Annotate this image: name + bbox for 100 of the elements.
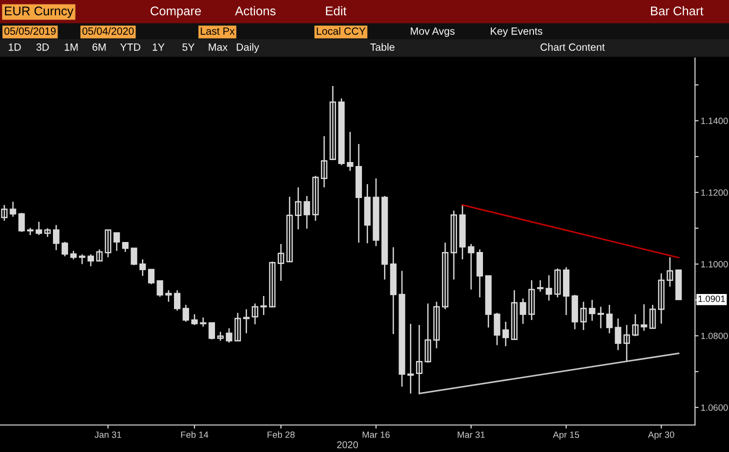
candlestick [208,322,216,340]
candlestick [675,268,682,301]
text: Chart Content [540,43,605,51]
x-tick-label: Apr 15 [552,432,580,440]
candlestick [562,266,570,316]
candlestick [243,308,250,334]
candlestick [442,242,448,310]
text: 05/04/2020 [82,27,134,35]
candlestick [36,221,42,236]
candlestick [148,268,154,285]
candlestick [476,248,483,298]
candlestick [88,254,94,267]
candlestick [537,280,544,292]
candlestick [658,272,665,324]
candlestick [226,328,232,344]
text: 1Y [152,44,165,51]
candlestick [78,254,86,265]
text: 05/05/2019 [4,27,56,35]
y-tick-label: 1.0600 [701,404,728,411]
candlestick [580,301,587,331]
text: Daily [236,43,260,53]
text: 1M [64,44,78,51]
x-tick-label: Apr 30 [648,431,674,440]
candlestick [468,243,474,290]
candlestick [27,227,34,236]
text: 1.0901 [698,296,725,302]
candlestick [520,298,526,325]
candlestick [52,224,60,251]
candlestick [640,304,648,332]
candlestick [156,280,164,298]
candlestick [62,241,68,257]
candlestick [320,136,328,188]
candlestick [588,299,596,322]
candlestick [511,290,518,341]
candlestick [139,258,146,277]
text: YTD [120,44,140,51]
candlestick [269,260,276,308]
y-tick-label: 1.1200 [701,189,728,196]
y-tick-label: 1.1400 [701,118,728,124]
candlestick [165,290,172,302]
text: 6M [92,43,106,51]
candlestick [546,274,552,302]
candlestick [666,256,674,288]
text: Key Events [490,28,542,37]
text: Last Px [200,28,235,35]
text: Edit [326,6,346,16]
candlestick [278,243,284,282]
candlestick [390,246,397,335]
candlestick [623,324,630,362]
x-tick-label: Feb 28 [268,431,295,438]
candlestick [295,186,302,230]
candlestick [104,228,112,258]
candlestick [304,195,310,230]
candlestick [407,323,414,394]
candlestick [122,242,129,253]
candlestick [338,98,345,166]
text: Mov Avgs [410,28,455,37]
y-tick-label: 1.1000 [701,261,728,268]
candlestick [416,324,422,394]
candlestick [528,280,535,321]
text: Table [370,43,394,51]
candlestick [356,143,362,244]
x-tick-label: Mar 16 [362,431,390,438]
candlestick [260,295,267,316]
candlestick [18,212,25,232]
candlestick [113,232,120,252]
candlestick [96,248,103,262]
candlestick [494,312,500,346]
text: Compare [150,6,201,18]
candlestick [234,312,241,342]
candlestick [364,184,371,244]
text: Actions [235,6,276,16]
text: Bar Chart [651,6,704,16]
candlestick [330,85,336,161]
chart-title: EUR Curncy [5,6,74,18]
candlestick [200,316,206,328]
candlestick [346,131,354,172]
candlestick [217,331,224,342]
candlestick [174,290,180,312]
candlestick [286,196,293,262]
candlestick [44,228,51,238]
text: 3D [36,43,49,51]
candlestick [252,302,258,325]
x-tick-label: Jan 31 [94,431,122,438]
x-tick-label: Feb 14 [181,431,208,438]
candlestick [182,304,190,322]
text: 5Y [182,44,195,51]
text: Local CCY [316,27,366,35]
candlestick [398,270,406,388]
candlestick [424,302,432,364]
x-tick-label: Mar 31 [458,431,485,438]
candlestick [632,314,639,337]
y-tick-label: 1.0800 [701,332,728,340]
candlestick [598,306,604,329]
x-axis-title: 2020 [337,441,358,448]
text: 1D [8,44,21,51]
candlestick [606,304,613,334]
candlestick [485,274,492,328]
candlestick [433,301,440,349]
candlestick [10,201,16,218]
